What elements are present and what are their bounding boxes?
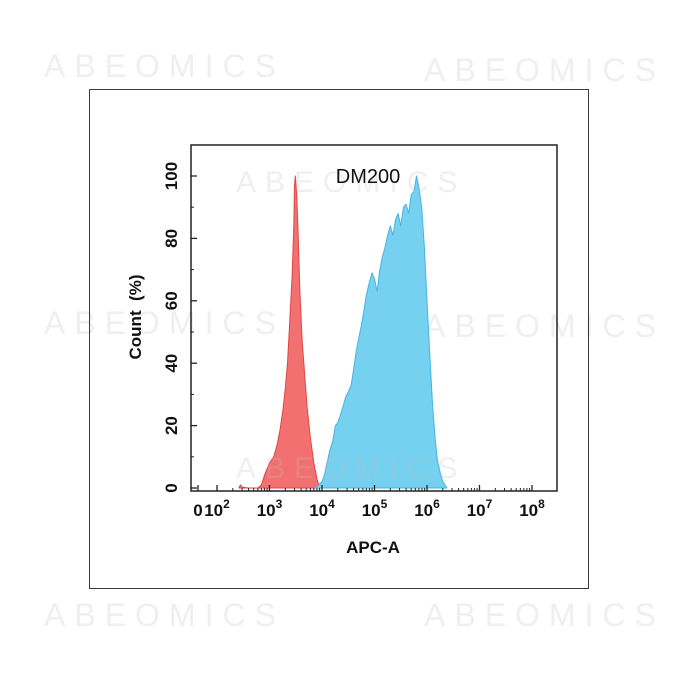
plot-watermark-layer: ABEOMICS ABEOMICS <box>236 166 466 485</box>
y-tick-label: 60 <box>162 291 181 310</box>
x-axis-label: APC-A <box>346 538 400 557</box>
plot-watermark-1: ABEOMICS <box>236 166 466 199</box>
x-tick-label: 105 <box>362 497 388 520</box>
y-axis-label: Count (%) <box>126 275 145 360</box>
y-axis: 0 20 40 60 80 100 <box>162 162 197 493</box>
histogram-series-2 <box>314 175 448 489</box>
x-tick-label: 102 <box>204 497 230 520</box>
histogram-series-1 <box>238 175 321 489</box>
y-tick-label: 40 <box>162 354 181 373</box>
x-tick-label: 107 <box>467 497 493 520</box>
y-tick-label: 20 <box>162 416 181 435</box>
figure-frame <box>89 89 589 589</box>
chart-title: DM200 <box>336 166 400 188</box>
x-tick-label: 108 <box>519 497 545 520</box>
x-axis: 0 102 103 104 105 106 107 108 <box>193 485 545 520</box>
y-tick-label: 80 <box>162 229 181 248</box>
series-layer <box>238 175 448 489</box>
x-tick-label: 103 <box>257 497 283 520</box>
x-tick-label: 104 <box>309 497 335 520</box>
y-tick-label: 100 <box>162 162 181 190</box>
y-tick-label: 0 <box>162 483 181 492</box>
x-tick-label: 0 <box>193 501 202 520</box>
x-tick-label: 106 <box>414 497 440 520</box>
plot-watermark-2: ABEOMICS <box>236 452 466 485</box>
